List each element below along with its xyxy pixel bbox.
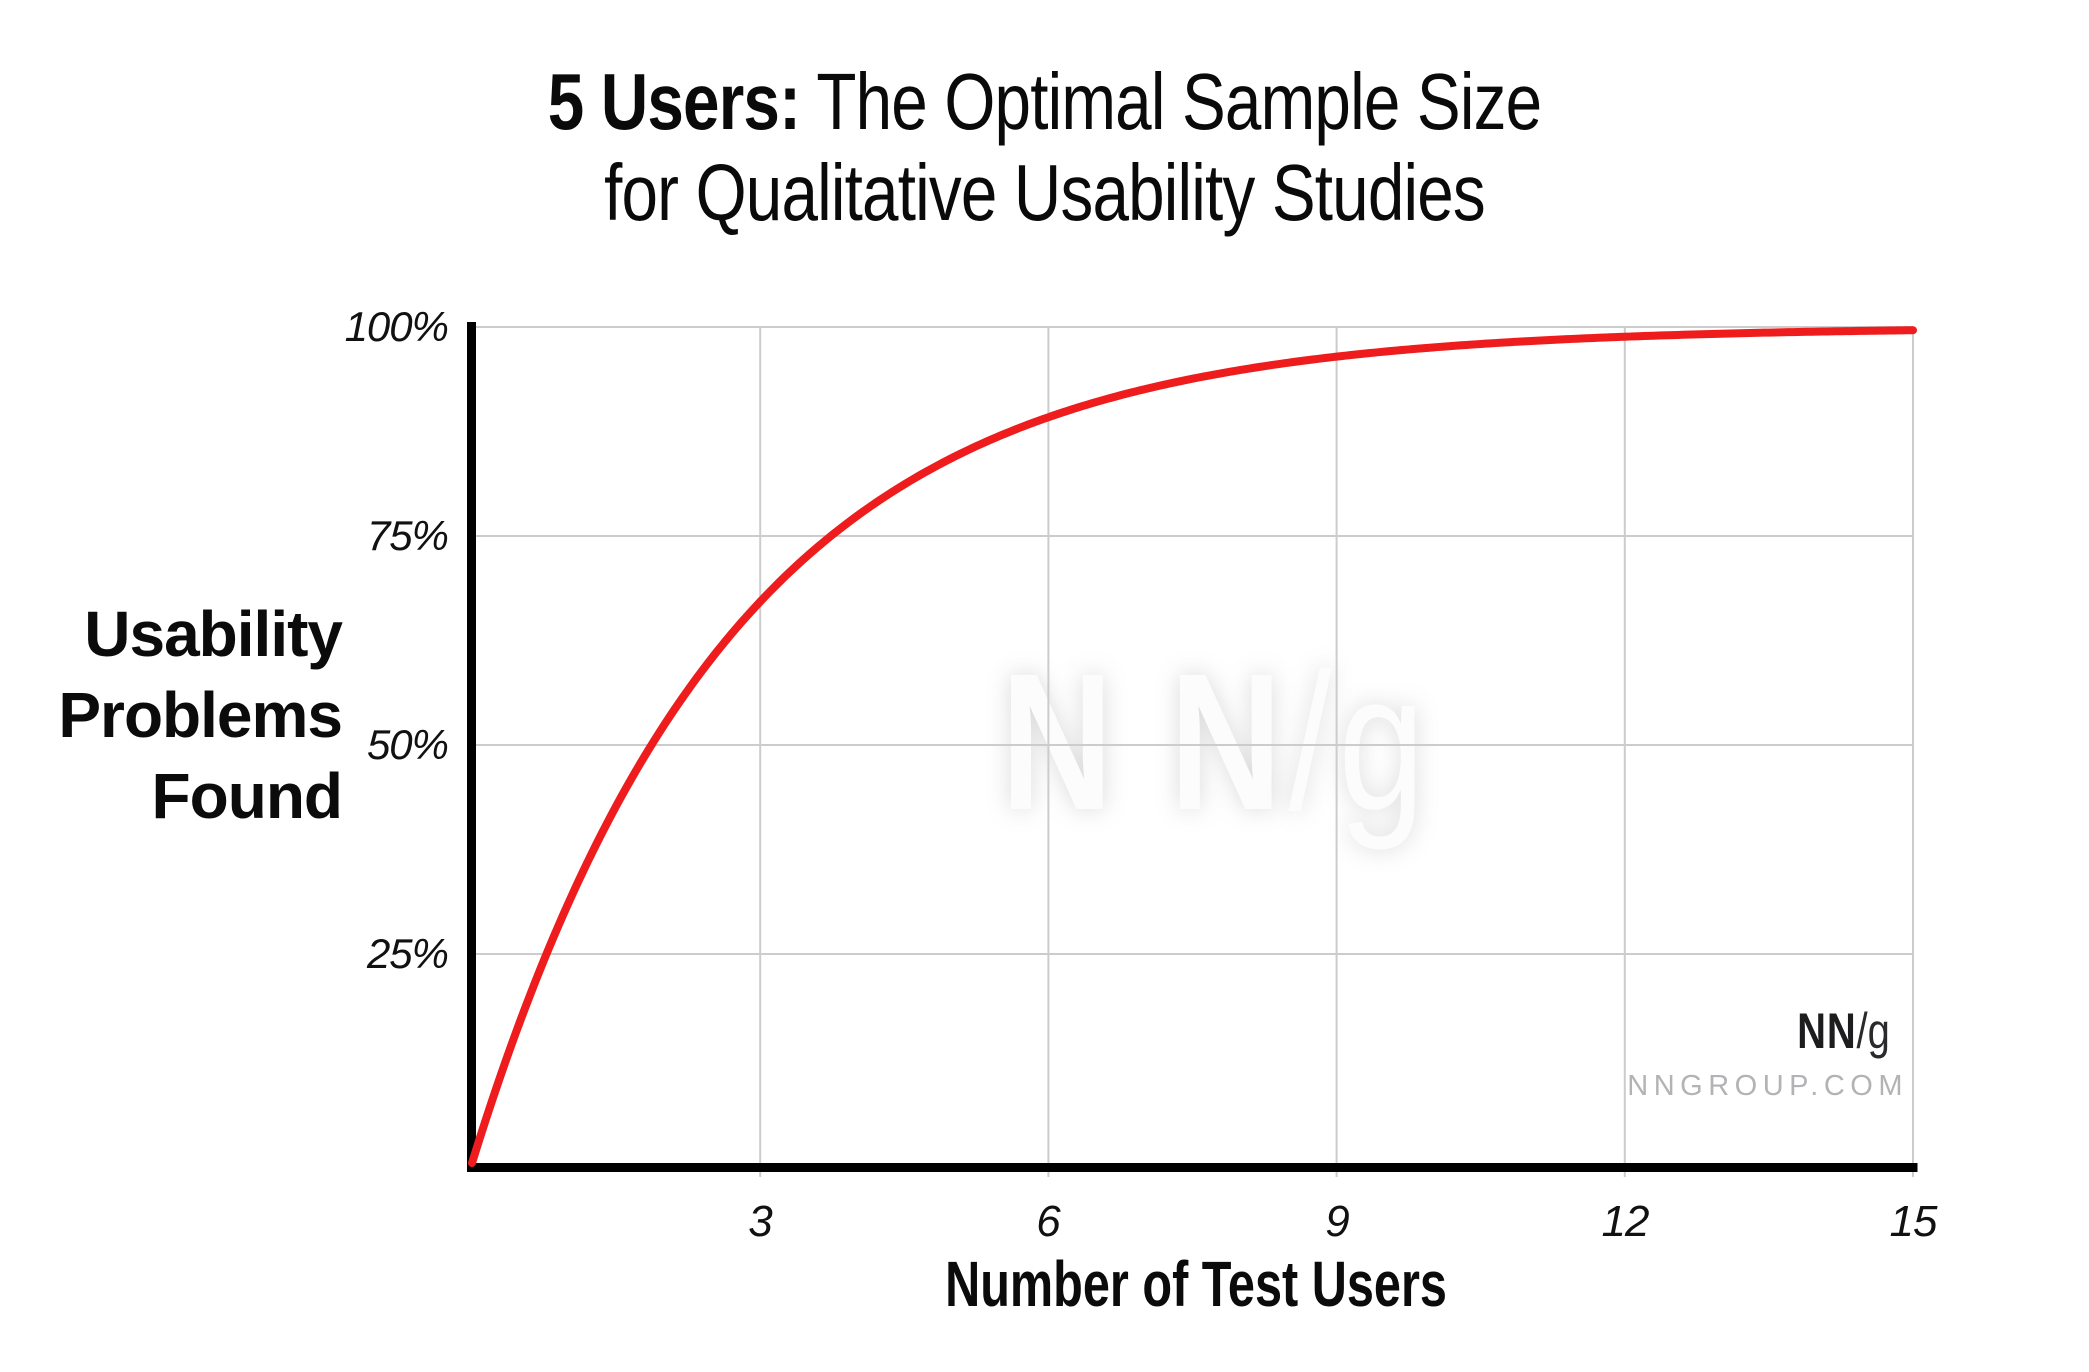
x-tick-12: 12 (1601, 1197, 1650, 1246)
x-axis-title: Number of Test Users (945, 1248, 1447, 1320)
title-emphasis: 5 Users: (547, 57, 801, 146)
y-tick-25: 25% (366, 930, 449, 977)
chart-title-line2: for Qualitative Usability Studies (604, 148, 1486, 237)
nng-logo-slash-g: /g (1856, 1003, 1890, 1059)
chart-title-line1: 5 Users: The Optimal Sample Size (188, 56, 1901, 147)
y-axis-title-line: Usability (84, 598, 343, 670)
x-tick-15: 15 (1889, 1197, 1938, 1246)
nng-logo: NN/g (1797, 1004, 1890, 1058)
x-tick-6: 6 (1036, 1197, 1061, 1246)
y-axis-title: Usability Problems Found (58, 594, 343, 837)
y-tick-100: 100% (344, 303, 449, 350)
watermark-slash-g: /g (1288, 633, 1432, 851)
nng-logo-nn: NN (1797, 1003, 1857, 1059)
y-axis-title-line: Problems (58, 679, 343, 751)
x-tick-9: 9 (1325, 1197, 1350, 1246)
y-tick-50: 50% (366, 721, 449, 768)
y-tick-75: 75% (366, 512, 449, 559)
title-rest: The Optimal Sample Size (800, 57, 1542, 146)
x-tick-3: 3 (748, 1197, 773, 1246)
axes (467, 322, 1918, 1172)
y-axis-title-line: Found (151, 760, 343, 832)
chart-title: 5 Users: The Optimal Sample Size for Qua… (0, 56, 2089, 238)
problems-found-curve (468, 326, 1917, 1167)
nngroup-url: NNGROUP.COM (1627, 1070, 1908, 1102)
gridlines (472, 326, 1914, 1177)
